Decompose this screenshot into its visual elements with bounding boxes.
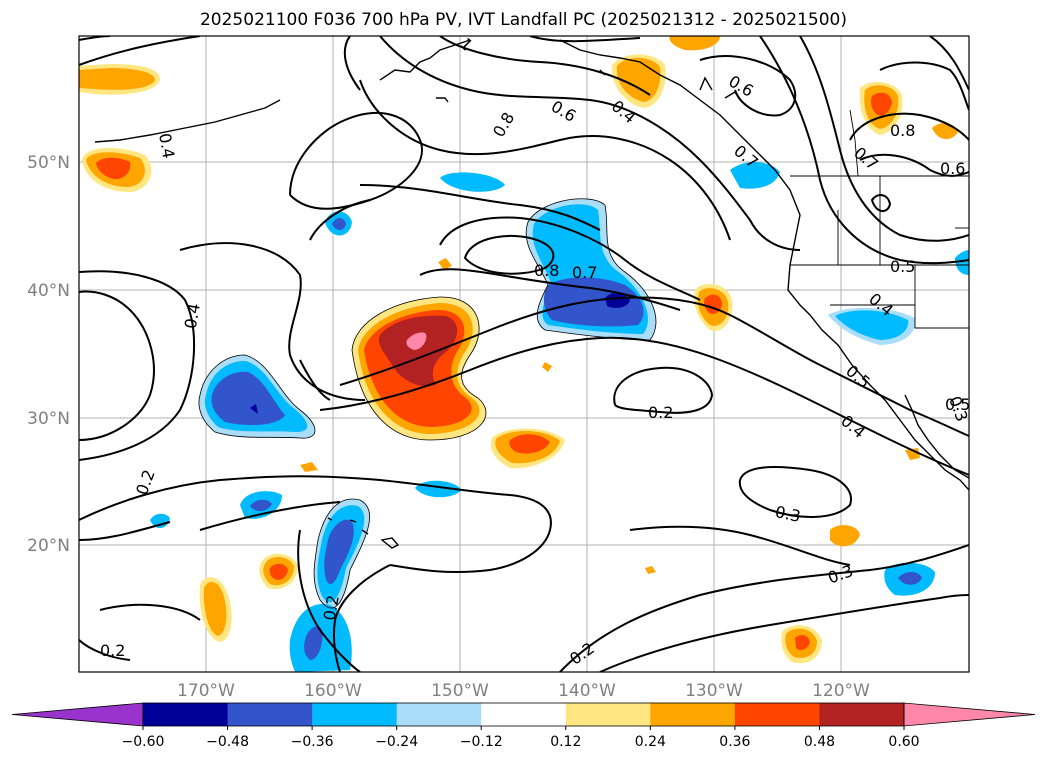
lat-tick-label: 30°N — [27, 409, 70, 429]
colorbar-segment — [396, 703, 482, 726]
contour-label: 0.4 — [155, 132, 178, 160]
colorbar-tick-label: 0.48 — [804, 734, 835, 750]
contour-label: 0.2 — [100, 641, 125, 660]
contour-label: 0.2 — [320, 594, 343, 622]
negative-anomaly-blob — [440, 172, 505, 192]
colorbar-extend-max — [903, 702, 1036, 727]
positive-anomaly-blob — [669, 36, 720, 51]
negative-anomaly-blob — [150, 513, 170, 529]
contour-label: 0.8 — [890, 121, 915, 140]
positive-anomaly-blob — [406, 332, 427, 350]
positive-anomaly-blob — [378, 315, 458, 387]
lon-tick-label: 170°W — [177, 681, 235, 701]
map-frame — [78, 35, 970, 673]
map-area — [79, 36, 969, 672]
colorbar: −0.60 −0.48 −0.36 −0.24 −0.12 0.12 0.24 0.36 0.4… — [11, 702, 1036, 750]
negative-anomaly-blob — [211, 371, 285, 426]
contour-label: 0.2 — [648, 403, 673, 422]
colorbar-segment — [227, 703, 313, 726]
contour-label: 0.3 — [773, 502, 802, 526]
colorbar-tick-label: 0.36 — [719, 734, 750, 750]
positive-anomaly-blob — [830, 525, 860, 547]
lat-tick-label: 40°N — [27, 281, 70, 301]
lon-tick-label: 160°W — [304, 681, 362, 701]
contour-label: 0.8 — [534, 261, 559, 280]
contour-label: 0.3 — [945, 394, 972, 424]
colorbar-segment — [143, 703, 229, 726]
colorbar-extend-min — [11, 702, 144, 727]
negative-anomaly-blob — [543, 277, 644, 327]
lon-tick-labels: 170°W 160°W 150°W 140°W 130°W 120°W — [177, 681, 870, 701]
lat-tick-labels: 50°N 40°N 30°N 20°N — [27, 153, 70, 556]
colorbar-tick-label: −0.36 — [291, 734, 334, 750]
colorbar-segment — [819, 703, 905, 726]
chart-title: 2025021100 F036 700 hPa PV, IVT Landfall… — [199, 10, 847, 30]
contour-label: 0.4 — [181, 302, 204, 330]
negative-anomaly-blob — [730, 161, 780, 189]
colorbar-tick-label: −0.48 — [206, 734, 249, 750]
lat-tick-label: 20°N — [27, 536, 70, 556]
colorbar-segment — [312, 703, 398, 726]
lat-tick-label: 50°N — [27, 153, 70, 173]
contour-label: 0.7 — [572, 263, 597, 282]
colorbar-tick-label: 0.12 — [550, 734, 581, 750]
colorbar-tick-label: 0.60 — [888, 734, 919, 750]
colorbar-segment — [650, 703, 736, 726]
pc-anomaly-fills — [79, 36, 969, 672]
colorbar-segment — [734, 703, 820, 726]
colorbar-tick-label: −0.12 — [460, 734, 503, 750]
pv-contours — [79, 36, 969, 672]
contour-label: 0.5 — [945, 395, 970, 414]
contour-label: 0.5 — [890, 257, 915, 276]
lon-tick-label: 120°W — [812, 681, 870, 701]
colorbar-tick-label: −0.60 — [122, 734, 165, 750]
anomaly-outlines — [198, 198, 657, 609]
colorbar-tick-label: 0.24 — [635, 734, 666, 750]
lon-tick-label: 150°W — [431, 681, 489, 701]
negative-anomaly-blob — [605, 292, 630, 308]
lon-tick-label: 140°W — [558, 681, 616, 701]
contour-label: 0.6 — [940, 159, 965, 178]
colorbar-border — [142, 702, 905, 727]
lon-tick-label: 130°W — [685, 681, 743, 701]
colorbar-segment — [565, 703, 651, 726]
colorbar-segment — [481, 703, 567, 726]
colorbar-tick-label: −0.24 — [375, 734, 418, 750]
